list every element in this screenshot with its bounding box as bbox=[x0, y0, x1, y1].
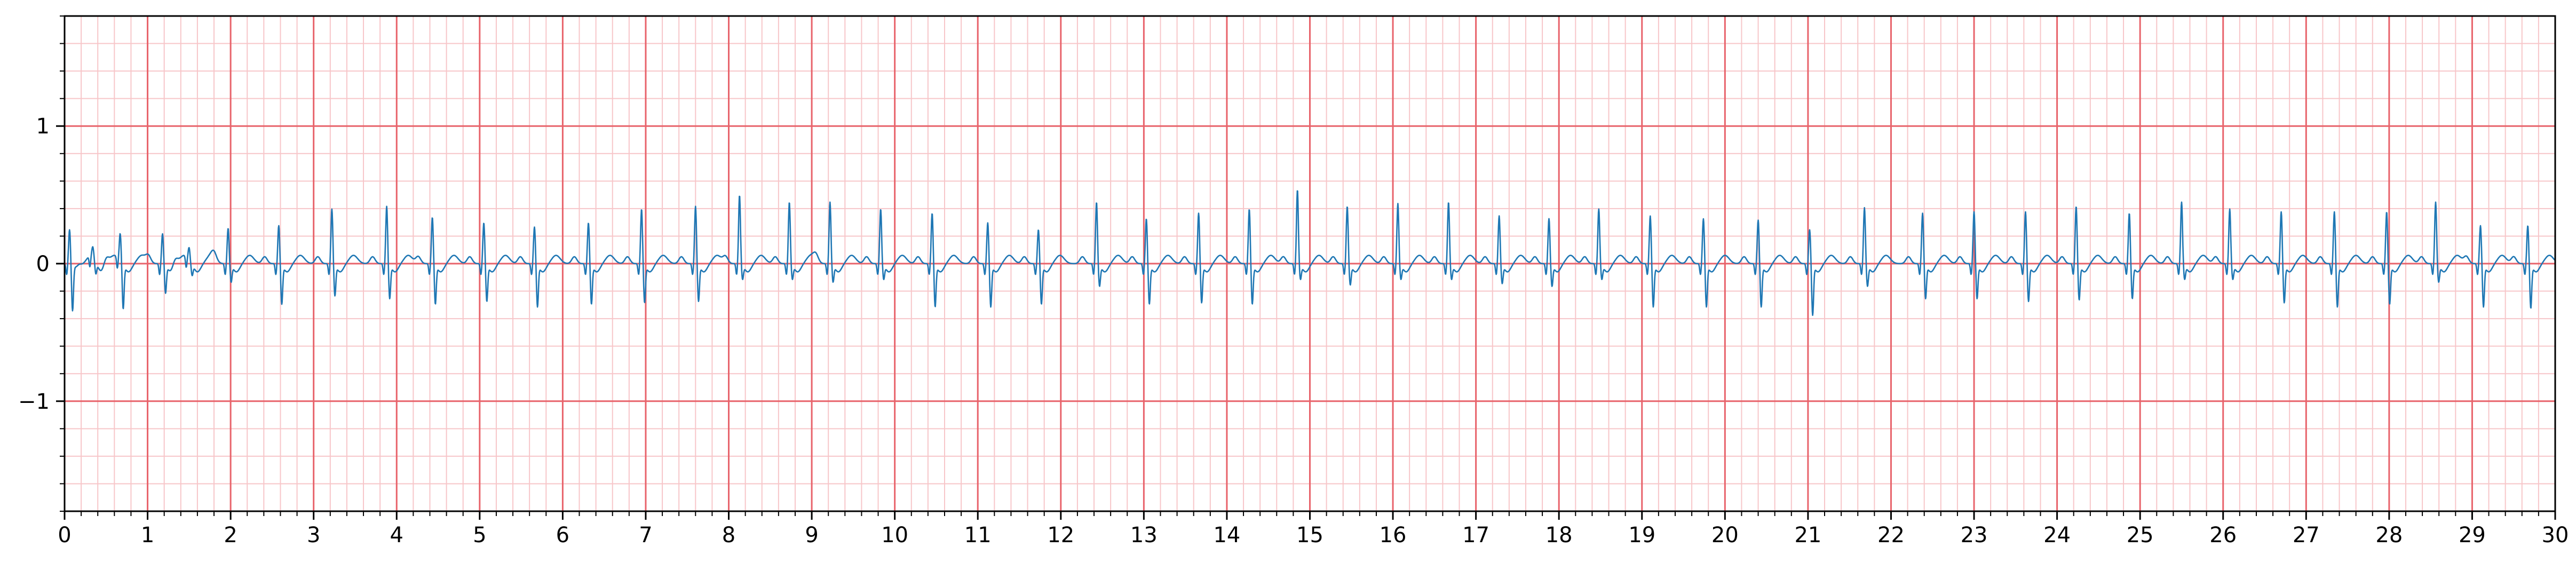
x-tick-label: 15 bbox=[1296, 523, 1323, 548]
x-tick-label: 11 bbox=[964, 523, 992, 548]
x-tick-label: 27 bbox=[2293, 523, 2320, 548]
x-tick-label: 10 bbox=[881, 523, 908, 548]
x-tick-label: 5 bbox=[473, 523, 486, 548]
x-tick-label: 13 bbox=[1130, 523, 1158, 548]
x-tick-label: 7 bbox=[639, 523, 652, 548]
x-tick-label: 28 bbox=[2375, 523, 2403, 548]
x-tick-label: 23 bbox=[1961, 523, 1988, 548]
x-tick-label: 3 bbox=[307, 523, 320, 548]
y-tick-label: 1 bbox=[36, 114, 50, 139]
x-tick-label: 8 bbox=[722, 523, 735, 548]
x-tick-label: 16 bbox=[1380, 523, 1407, 548]
y-tick-label: −1 bbox=[18, 390, 50, 414]
x-tick-label: 12 bbox=[1047, 523, 1074, 548]
x-tick-label: 0 bbox=[58, 523, 71, 548]
x-tick-label: 24 bbox=[2043, 523, 2071, 548]
x-tick-label: 9 bbox=[805, 523, 818, 548]
ecg-trace-layer bbox=[64, 190, 2556, 316]
x-tick-label: 6 bbox=[556, 523, 569, 548]
major-grid bbox=[64, 16, 2556, 511]
x-tick-label: 22 bbox=[1877, 523, 1905, 548]
x-tick-label: 19 bbox=[1628, 523, 1655, 548]
x-tick-label: 30 bbox=[2542, 523, 2569, 548]
x-tick-label: 29 bbox=[2459, 523, 2486, 548]
y-axis-ticks: −1 0 1 bbox=[18, 15, 65, 512]
y-tick-label: 0 bbox=[36, 252, 50, 276]
x-axis-ticks: 0 1 2 3 4 5 6 7 8 9 10 11 12 13 14 15 16 17 18 19 20 21 22 23 24… bbox=[58, 511, 2569, 548]
x-tick-label: 1 bbox=[141, 523, 154, 548]
x-tick-label: 26 bbox=[2209, 523, 2237, 548]
x-tick-label: 14 bbox=[1213, 523, 1240, 548]
x-tick-label: 21 bbox=[1794, 523, 1821, 548]
x-tick-label: 20 bbox=[1711, 523, 1739, 548]
x-tick-label: 25 bbox=[2127, 523, 2154, 548]
x-tick-label: 18 bbox=[1545, 523, 1573, 548]
x-tick-label: 17 bbox=[1462, 523, 1489, 548]
x-tick-label: 4 bbox=[390, 523, 403, 548]
x-tick-label: 2 bbox=[224, 523, 237, 548]
ecg-series-line bbox=[64, 190, 2556, 316]
